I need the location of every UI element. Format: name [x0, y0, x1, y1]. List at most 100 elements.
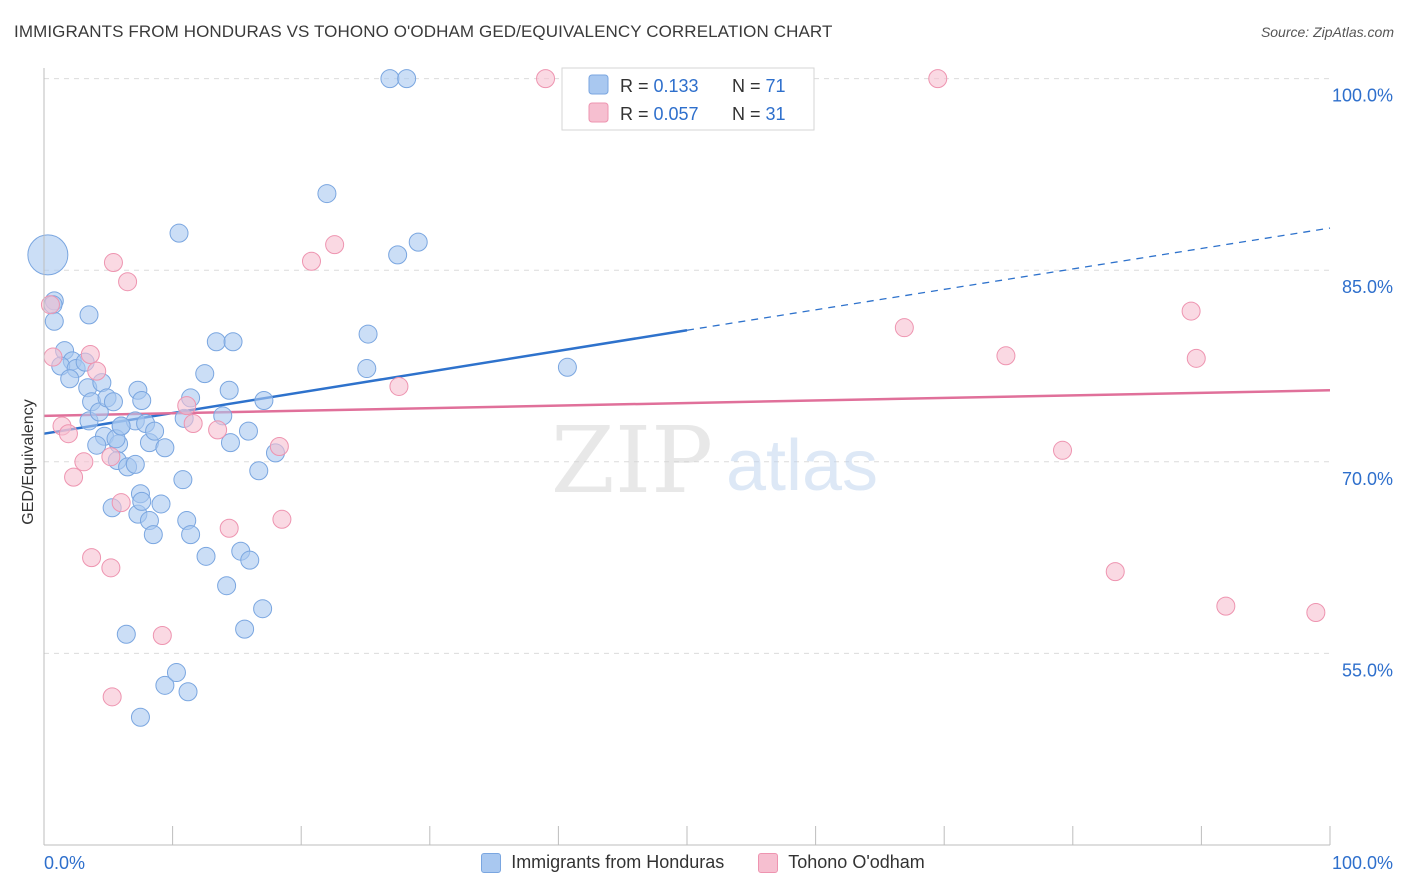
point-1-11 [111, 493, 131, 513]
point-1-13 [118, 272, 138, 292]
trend-line-honduras-extension [686, 227, 1331, 331]
y-axis-title-group: GED/Equivalency [20, 399, 37, 524]
legend-n-value-0: 71 [766, 76, 786, 96]
point-1-8 [74, 452, 94, 472]
point-0-69 [169, 223, 189, 243]
point-1-21 [269, 436, 289, 456]
trend-layer [43, 227, 1331, 435]
point-1-12 [103, 253, 123, 273]
point-0-27 [145, 421, 165, 441]
point-0-54 [240, 550, 260, 570]
point-0-65 [220, 433, 240, 453]
legend-n-value-1: 31 [766, 104, 786, 124]
point-0-55 [253, 599, 273, 619]
legend-item-honduras[interactable]: Immigrants from Honduras [481, 852, 724, 873]
point-0-8 [60, 369, 80, 389]
point-1-7 [101, 447, 121, 467]
point-1-1 [43, 347, 63, 367]
point-0-70 [317, 184, 337, 204]
point-1-34 [1306, 603, 1326, 623]
series-0 [27, 69, 577, 727]
source-label: Source: ZipAtlas.com [1260, 24, 1394, 40]
legend-r-label-0: R = [620, 76, 654, 96]
point-0-22 [132, 390, 152, 410]
trend-line-tohono [43, 389, 1331, 418]
legend-item-tohono[interactable]: Tohono O'odham [758, 852, 925, 873]
point-1-4 [64, 467, 84, 487]
point-0-36 [79, 305, 99, 325]
point-0-62 [249, 461, 269, 481]
y-tick-label-2: 70.0% [1342, 469, 1393, 489]
legend-n-label-row2: N = 31 [732, 104, 786, 124]
point-0-60 [130, 707, 150, 727]
y-tick-label-3: 55.0% [1342, 660, 1393, 680]
point-1-23 [325, 235, 345, 255]
legend-r-label-row2: R = 0.057 [620, 104, 699, 124]
point-0-51 [217, 576, 237, 596]
point-1-18 [208, 420, 228, 440]
point-0-57 [155, 675, 175, 695]
watermark-zip: ZIP [551, 407, 713, 514]
legend-n-label-1: N = [732, 104, 766, 124]
point-1-10 [82, 548, 102, 568]
point-1-26 [928, 69, 948, 89]
watermark: ZIP atlas [551, 407, 878, 514]
point-0-3 [44, 311, 64, 331]
point-0-61 [132, 491, 152, 511]
legend-r-value-0: 0.133 [654, 76, 699, 96]
point-0-73 [388, 245, 408, 265]
top-legend-swatch-blue [588, 74, 609, 95]
legend-n-label-0: N = [732, 76, 766, 96]
top-legend-swatch-pink [588, 102, 609, 123]
point-1-14 [152, 626, 172, 646]
legend-r-value-1: 0.057 [654, 104, 699, 124]
grid-layer: 100.0% 85.0% 70.0% 55.0% [44, 78, 1393, 680]
point-1-32 [1186, 348, 1206, 368]
point-1-6 [87, 361, 107, 381]
point-0-72 [397, 69, 417, 89]
point-0-50 [196, 546, 216, 566]
point-1-9 [101, 558, 121, 578]
axis-layer: 0.0% 100.0% [43, 68, 1393, 873]
point-1-19 [219, 518, 239, 538]
point-1-30 [1105, 562, 1125, 582]
point-1-15 [102, 687, 122, 707]
y-tick-label-1: 85.0% [1342, 277, 1393, 297]
point-0-56 [116, 624, 136, 644]
point-0-28 [155, 438, 175, 458]
legend-r-label: R = 0.133 [620, 76, 699, 96]
x-tick-label-0: 0.0% [44, 853, 85, 873]
point-0-35 [223, 332, 243, 352]
point-0-49 [181, 525, 201, 545]
point-0-47 [173, 470, 193, 490]
point-0-75 [557, 357, 577, 377]
point-0-0 [27, 234, 69, 276]
points-layer [27, 69, 1326, 727]
chart-title: IMMIGRANTS FROM HONDURAS VS TOHONO O'ODH… [14, 22, 833, 41]
x-tick-label-1: 100.0% [1332, 853, 1393, 873]
point-1-27 [894, 318, 914, 338]
point-1-5 [80, 345, 100, 365]
point-1-17 [177, 396, 197, 416]
point-1-24 [389, 376, 409, 396]
legend-n-label: N = 71 [732, 76, 786, 96]
point-0-37 [111, 416, 131, 436]
bottom-legend: Immigrants from Honduras Tohono O'odham [0, 852, 1406, 873]
watermark-atlas: atlas [726, 426, 878, 506]
point-0-14 [87, 435, 107, 455]
point-1-29 [1053, 440, 1073, 460]
point-0-71 [380, 69, 400, 89]
point-0-67 [357, 359, 377, 379]
point-1-0 [40, 295, 60, 315]
point-0-34 [206, 332, 226, 352]
point-1-25 [536, 69, 556, 89]
y-tick-label-0: 100.0% [1332, 86, 1393, 106]
series-1 [40, 69, 1326, 707]
point-0-63 [238, 421, 258, 441]
point-0-68 [358, 324, 378, 344]
top-legend: R = 0.133 N = 71 R = 0.057 N = 31 [561, 67, 815, 131]
y-axis-title: GED/Equivalency [20, 399, 37, 524]
point-0-66 [254, 390, 274, 410]
point-0-46 [151, 494, 171, 514]
